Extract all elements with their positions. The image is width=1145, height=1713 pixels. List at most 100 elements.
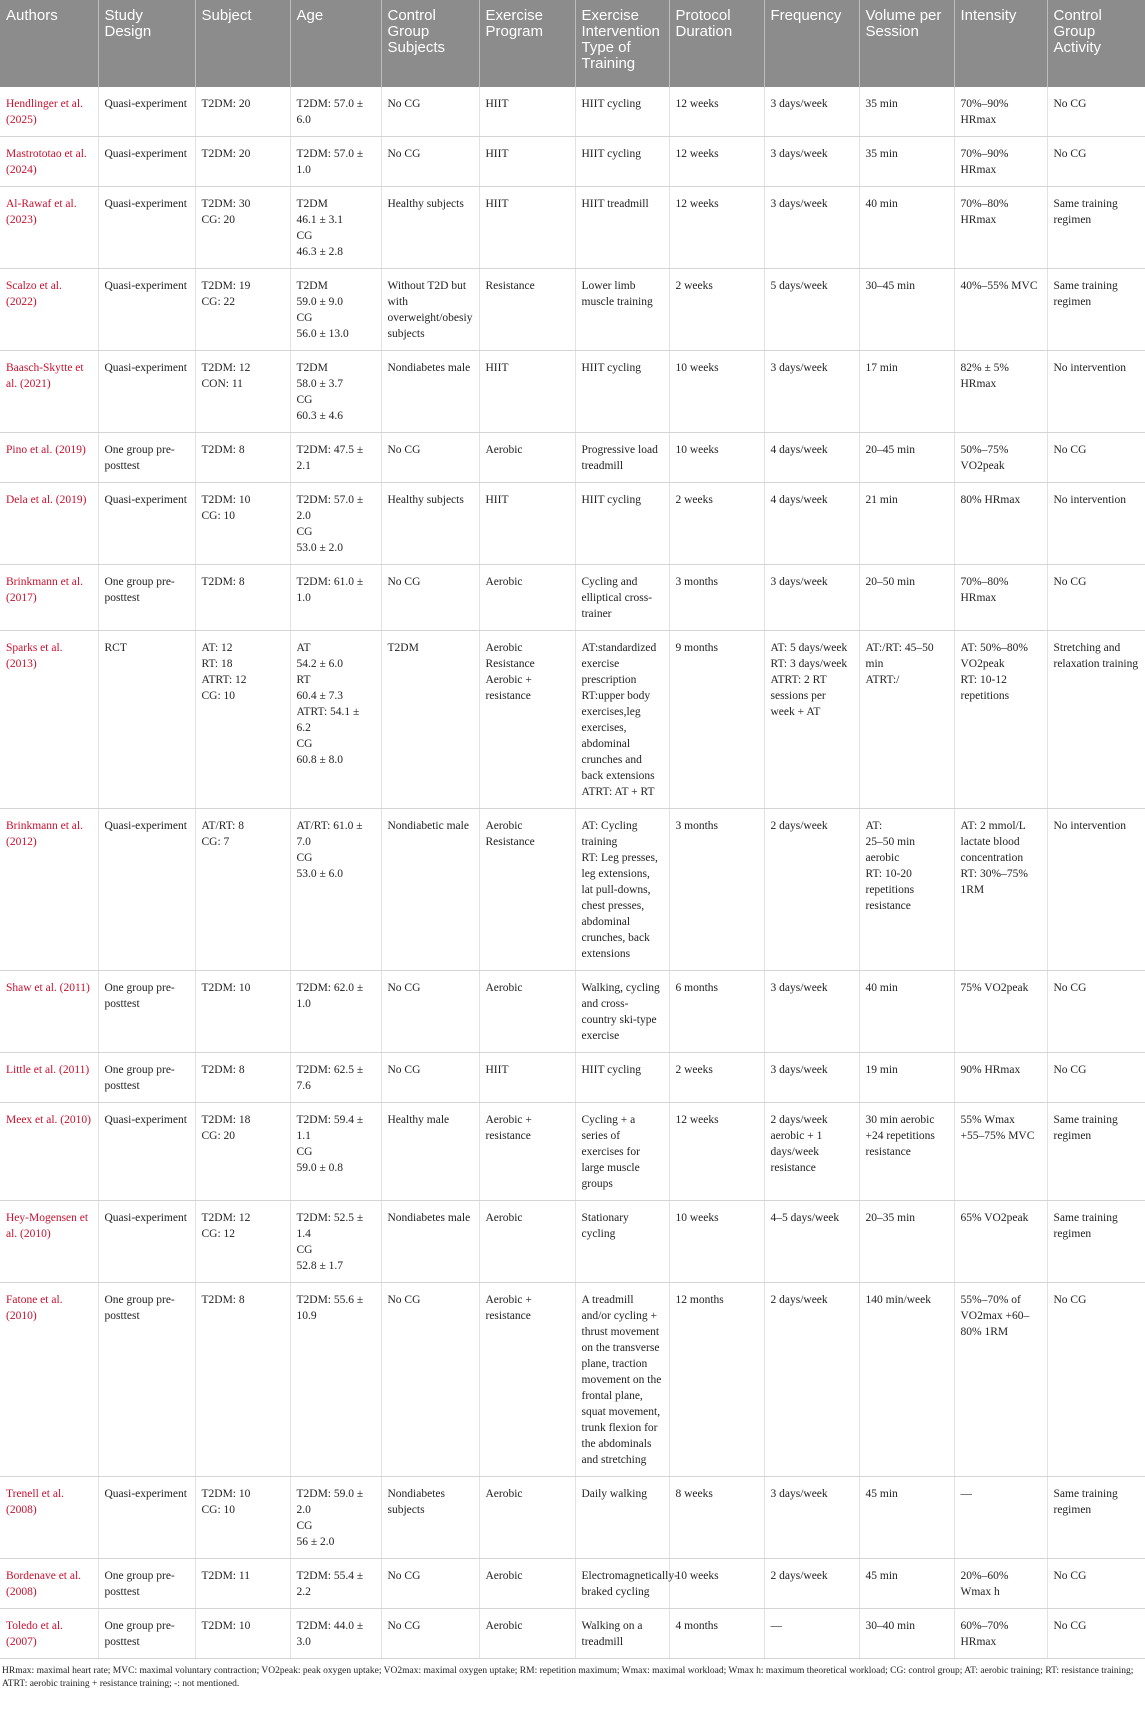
table-cell: 2 days/week [764, 1558, 860, 1609]
table-cell: T2DM: 59.0 ± 2.0 CG 56 ± 2.0 [290, 1476, 382, 1559]
table-cell: 8 weeks [669, 1476, 765, 1559]
table-cell: No CG [381, 1052, 480, 1103]
table-cell: Same training regimen [1047, 1476, 1145, 1559]
table-cell: HIIT cycling [575, 350, 670, 433]
table-cell: No intervention [1047, 482, 1145, 565]
column-header: Control Group Subjects [381, 0, 480, 87]
table-cell: 4 months [669, 1608, 765, 1659]
table-cell: 75% VO2peak [954, 970, 1048, 1053]
table-cell: Without T2D but with overweight/obesiy s… [381, 268, 480, 351]
table-cell: 4 days/week [764, 482, 860, 565]
table-cell: A treadmill and/or cycling + thrust move… [575, 1282, 670, 1477]
author-cell: Brinkmann et al. (2012) [0, 808, 99, 971]
table-cell: T2DM: 62.0 ± 1.0 [290, 970, 382, 1053]
table-cell: Nondiabetic male [381, 808, 480, 971]
author-cell: Shaw et al. (2011) [0, 970, 99, 1053]
table-cell: HIIT [479, 350, 576, 433]
table-cell: Nondiabetes subjects [381, 1476, 480, 1559]
table-cell: No CG [381, 970, 480, 1053]
table-row: Meex et al. (2010) Quasi-experiment T2DM: … [0, 1102, 1145, 1201]
table-row: Brinkmann et al. (2012) Quasi-experiment A… [0, 808, 1145, 971]
table-cell: 45 min [859, 1476, 955, 1559]
table-cell: 21 min [859, 482, 955, 565]
table-cell: No CG [1047, 564, 1145, 631]
table-cell: 3 days/week [764, 87, 860, 137]
table-cell: AT: 25–50 min aerobic RT: 10-20 repetiti… [859, 808, 955, 971]
table-cell: Aerobic [479, 1608, 576, 1659]
table-cell: T2DM: 20 [195, 136, 291, 187]
study-table: Authors Study Design Subject Age Control Gro… [0, 0, 1145, 1659]
column-header: Exercise Intervention Type of Training [575, 0, 670, 87]
table-cell: 65% VO2peak [954, 1200, 1048, 1283]
author-cell: Al-Rawaf et al. (2023) [0, 186, 99, 269]
table-cell: Aerobic [479, 1476, 576, 1559]
table-cell: T2DM: 44.0 ± 3.0 [290, 1608, 382, 1659]
table-cell: Quasi-experiment [98, 268, 196, 351]
table-cell: 40%–55% MVC [954, 268, 1048, 351]
author-cell: Trenell et al. (2008) [0, 1476, 99, 1559]
table-cell: Aerobic Resistance [479, 808, 576, 971]
table-cell: T2DM: 8 [195, 1282, 291, 1477]
column-header: Protocol Duration [669, 0, 765, 87]
table-cell: 6 months [669, 970, 765, 1053]
table-cell: No CG [381, 136, 480, 187]
table-cell: Healthy subjects [381, 186, 480, 269]
table-cell: 70%–80% HRmax [954, 186, 1048, 269]
table-cell: 9 months [669, 630, 765, 809]
table-row: Baasch-Skytte et al. (2021) Quasi-experim… [0, 350, 1145, 433]
table-cell: T2DM: 10 [195, 970, 291, 1053]
table-cell: No CG [381, 87, 480, 137]
table-cell: Healthy subjects [381, 482, 480, 565]
table-cell: T2DM: 8 [195, 564, 291, 631]
table-cell: 3 days/week [764, 186, 860, 269]
column-header: Intensity [954, 0, 1048, 87]
table-cell: No CG [1047, 1608, 1145, 1659]
table-row: Hendlinger et al. (2025) Quasi-experiment… [0, 87, 1145, 137]
table-cell: Healthy male [381, 1102, 480, 1201]
table-row: Fatone et al. (2010) One group pre-postte… [0, 1282, 1145, 1477]
table-cell: 35 min [859, 136, 955, 187]
table-cell: AT: 50%–80% VO2peak RT: 10-12 repetition… [954, 630, 1048, 809]
table-cell: Same training regimen [1047, 1102, 1145, 1201]
table-cell: T2DM: 57.0 ± 1.0 [290, 136, 382, 187]
table-cell: 2 days/week aerobic + 1 days/week resist… [764, 1102, 860, 1201]
table-row: Scalzo et al. (2022) Quasi-experiment T2DM… [0, 268, 1145, 351]
author-cell: Bordenave et al. (2008) [0, 1558, 99, 1609]
table-cell: 19 min [859, 1052, 955, 1103]
table-cell: Cycling + a series of exercises for larg… [575, 1102, 670, 1201]
table-row: Sparks et al. (2013) RCT AT: 12 RT: 18 ATR… [0, 630, 1145, 809]
table-cell: 4–5 days/week [764, 1200, 860, 1283]
table-cell: No CG [1047, 432, 1145, 483]
table-cell: 3 days/week [764, 136, 860, 187]
table-cell: T2DM: 57.0 ± 2.0 CG 53.0 ± 2.0 [290, 482, 382, 565]
table-cell: HIIT [479, 87, 576, 137]
table-row: Mastrototao et al. (2024) Quasi-experimen… [0, 136, 1145, 187]
table-cell: 4 days/week [764, 432, 860, 483]
table-cell: T2DM: 57.0 ± 6.0 [290, 87, 382, 137]
table-cell: Cycling and elliptical cross-trainer [575, 564, 670, 631]
table-cell: 10 weeks [669, 350, 765, 433]
table-cell: 2 weeks [669, 482, 765, 565]
table-cell: AT: Cycling training RT: Leg presses, le… [575, 808, 670, 971]
table-cell: Nondiabetes male [381, 1200, 480, 1283]
table-cell: 30–45 min [859, 268, 955, 351]
table-cell: 60%–70% HRmax [954, 1608, 1048, 1659]
table-cell: T2DM: 12 CON: 11 [195, 350, 291, 433]
table-cell: No CG [1047, 1282, 1145, 1477]
table-cell: 5 days/week [764, 268, 860, 351]
table-cell: 70%–90% HRmax [954, 87, 1048, 137]
table-cell: HIIT cycling [575, 136, 670, 187]
table-cell: T2DM: 8 [195, 1052, 291, 1103]
column-header: Study Design [98, 0, 196, 87]
table-cell: Aerobic [479, 564, 576, 631]
table-cell: Aerobic + resistance [479, 1282, 576, 1477]
table-cell: AT/RT: 61.0 ± 7.0 CG 53.0 ± 6.0 [290, 808, 382, 971]
table-cell: 2 days/week [764, 1282, 860, 1477]
table-cell: AT 54.2 ± 6.0 RT 60.4 ± 7.3 ATRT: 54.1 ±… [290, 630, 382, 809]
table-cell: No CG [1047, 87, 1145, 137]
table-cell: T2DM: 12 CG: 12 [195, 1200, 291, 1283]
table-row: Toledo et al. (2007) One group pre-postte… [0, 1608, 1145, 1659]
table-head: Authors Study Design Subject Age Control Gro… [0, 0, 1145, 87]
table-cell: Quasi-experiment [98, 1200, 196, 1283]
